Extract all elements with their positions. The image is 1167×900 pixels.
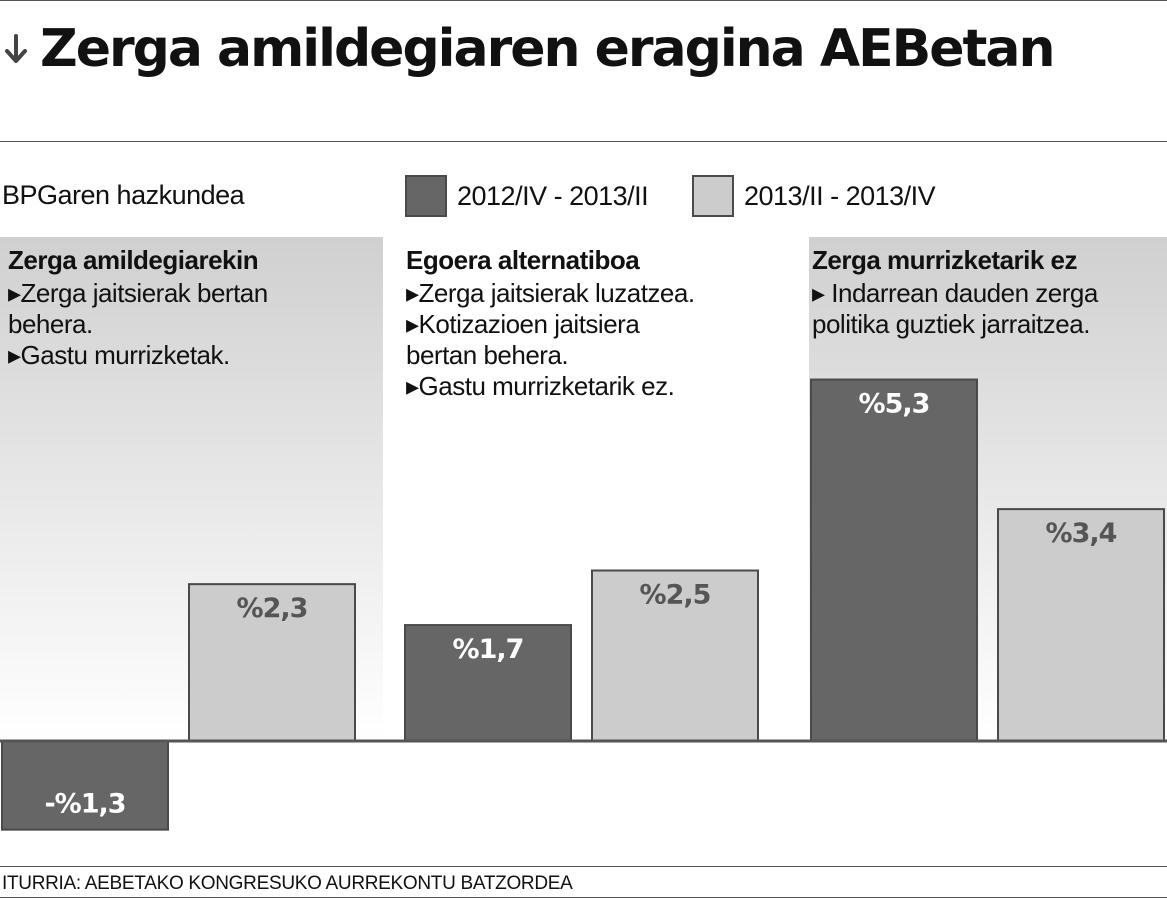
data-label-series1-1: -%1,3 [44, 789, 125, 820]
scenario-line: ▸Gastu murrizketak. [8, 340, 230, 370]
legend-swatch-period-2 [692, 175, 734, 217]
legend-swatch-period-1 [405, 175, 447, 217]
scenario-line: politika guztiek jarraitzea. [812, 309, 1090, 339]
scenario-line: ▸ Indarrean dauden zerga [812, 278, 1098, 308]
legend-label-period-1: 2012/IV - 2013/II [457, 180, 649, 211]
scenario-title: Egoera alternatiboa [406, 245, 640, 275]
legend-label-period-2: 2013/II - 2013/IV [744, 180, 936, 211]
scenario-fiscal-cliff: Zerga amildegiarekin ▸Zerga jaitsierak b… [8, 245, 368, 371]
footer-rule [0, 866, 1167, 867]
data-label-series1-3: %5,3 [859, 389, 930, 420]
chart-title-text: Zerga amildegiaren eragina AEBetan [40, 19, 1056, 79]
title-divider [0, 141, 1167, 142]
arrow-down-icon [4, 32, 28, 66]
scenario-line: ▸Zerga jaitsierak luzatzea. [406, 278, 695, 308]
chart-subtitle: BPGaren hazkundea [2, 180, 245, 210]
chart-title: Zerga amildegiaren eragina AEBetan [4, 14, 1056, 84]
data-label-series1-2: %1,7 [453, 634, 524, 665]
bottom-rule [0, 897, 1167, 898]
legend-item-period-1: 2012/IV - 2013/II [405, 173, 649, 219]
bar-series1-3 [810, 378, 978, 742]
bar-series2-3 [997, 508, 1165, 742]
scenario-alternative: Egoera alternatiboa ▸Zerga jaitsierak lu… [406, 245, 766, 402]
bar-chart: -%1,3 %1,7 %5,3 %2,3 %2,5 %3,4 [0, 237, 1167, 831]
scenario-line: ▸Zerga jaitsierak bertan [8, 278, 268, 308]
scenario-line: behera. [8, 309, 93, 339]
scenario-title: Zerga murrizketarik ez [812, 245, 1078, 275]
scenario-title: Zerga amildegiarekin [8, 245, 259, 275]
source-note: ITURRIA: AEBETAKO KONGRESUKO AURREKONTU … [2, 873, 573, 894]
scenario-line: bertan behera. [406, 340, 569, 370]
scenario-no-tax-cuts: Zerga murrizketarik ez ▸ Indarrean daude… [812, 245, 1167, 340]
bar-series1-1 [1, 740, 169, 831]
legend-item-period-2: 2013/II - 2013/IV [692, 173, 936, 219]
scenario-line: ▸Kotizazioen jaitsiera [406, 309, 640, 339]
scenario-line: ▸Gastu murrizketarik ez. [406, 371, 675, 401]
data-label-series2-1: %2,3 [237, 593, 308, 624]
data-label-series2-2: %2,5 [640, 580, 711, 611]
data-label-series2-3: %3,4 [1046, 518, 1117, 549]
top-rule [0, 0, 1167, 1]
